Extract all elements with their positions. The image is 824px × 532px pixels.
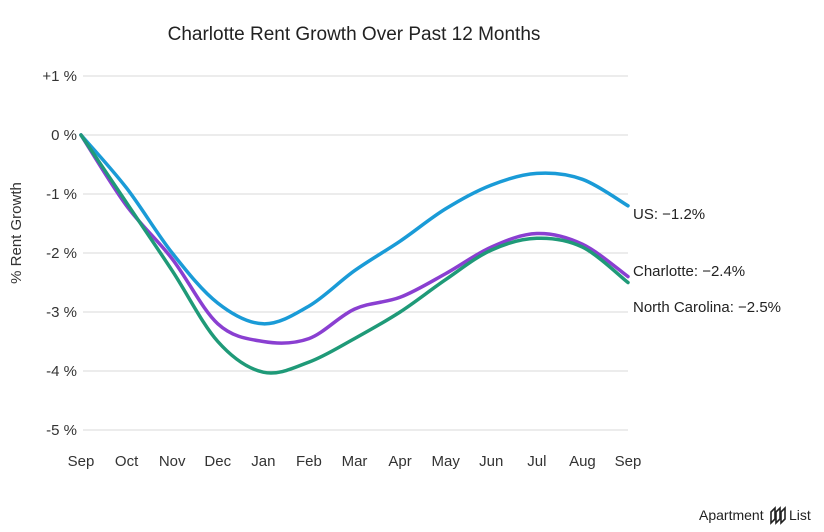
x-tick-labels: Sep Oct Nov Dec Jan Feb Mar Apr May Jun Jul Aug Sep [68, 453, 642, 470]
series-end-label: US: −1.2% [633, 206, 705, 223]
apartment-list-logo-icon [770, 506, 786, 525]
series-line-north-carolina [79, 133, 630, 375]
x-tick-label: May [431, 453, 460, 470]
x-tick-label: Jul [527, 453, 546, 470]
y-tick-label: -5 % [46, 422, 77, 439]
gridlines [83, 75, 628, 431]
x-tick-label: Apr [388, 453, 411, 470]
series-end-label: North Carolina: −2.5% [633, 299, 781, 316]
x-tick-label: Aug [569, 453, 596, 470]
x-tick-label: Mar [342, 453, 368, 470]
series-end-label: Charlotte: −2.4% [633, 263, 745, 280]
y-tick-label: +1 % [42, 68, 77, 85]
brand-word-2: List [789, 507, 811, 523]
y-tick-label: -1 % [46, 186, 77, 203]
x-tick-label: Nov [159, 453, 186, 470]
series-lines [79, 133, 630, 375]
chart-title: Charlotte Rent Growth Over Past 12 Month… [168, 24, 541, 45]
brand-word-1: Apartment [699, 507, 764, 523]
y-axis-label: % Rent Growth [8, 182, 25, 284]
y-tick-label: -2 % [46, 245, 77, 262]
x-tick-label: Oct [115, 453, 139, 470]
x-tick-label: Jun [479, 453, 503, 470]
x-tick-label: Jan [251, 453, 275, 470]
x-tick-label: Sep [68, 453, 95, 470]
series-line-us [79, 133, 630, 326]
y-tick-label: -3 % [46, 304, 77, 321]
x-tick-label: Sep [615, 453, 642, 470]
x-tick-label: Dec [204, 453, 231, 470]
y-tick-label: 0 % [51, 127, 77, 144]
y-tick-labels: +1 % 0 % -1 % -2 % -3 % -4 % -5 % [42, 68, 77, 439]
series-end-labels: US: −1.2% Charlotte: −2.4% North Carolina:… [633, 206, 781, 316]
y-tick-label: -4 % [46, 363, 77, 380]
series-line-charlotte [79, 133, 630, 345]
x-tick-label: Feb [296, 453, 322, 470]
apartment-list-logo: Apartment List [699, 506, 811, 525]
